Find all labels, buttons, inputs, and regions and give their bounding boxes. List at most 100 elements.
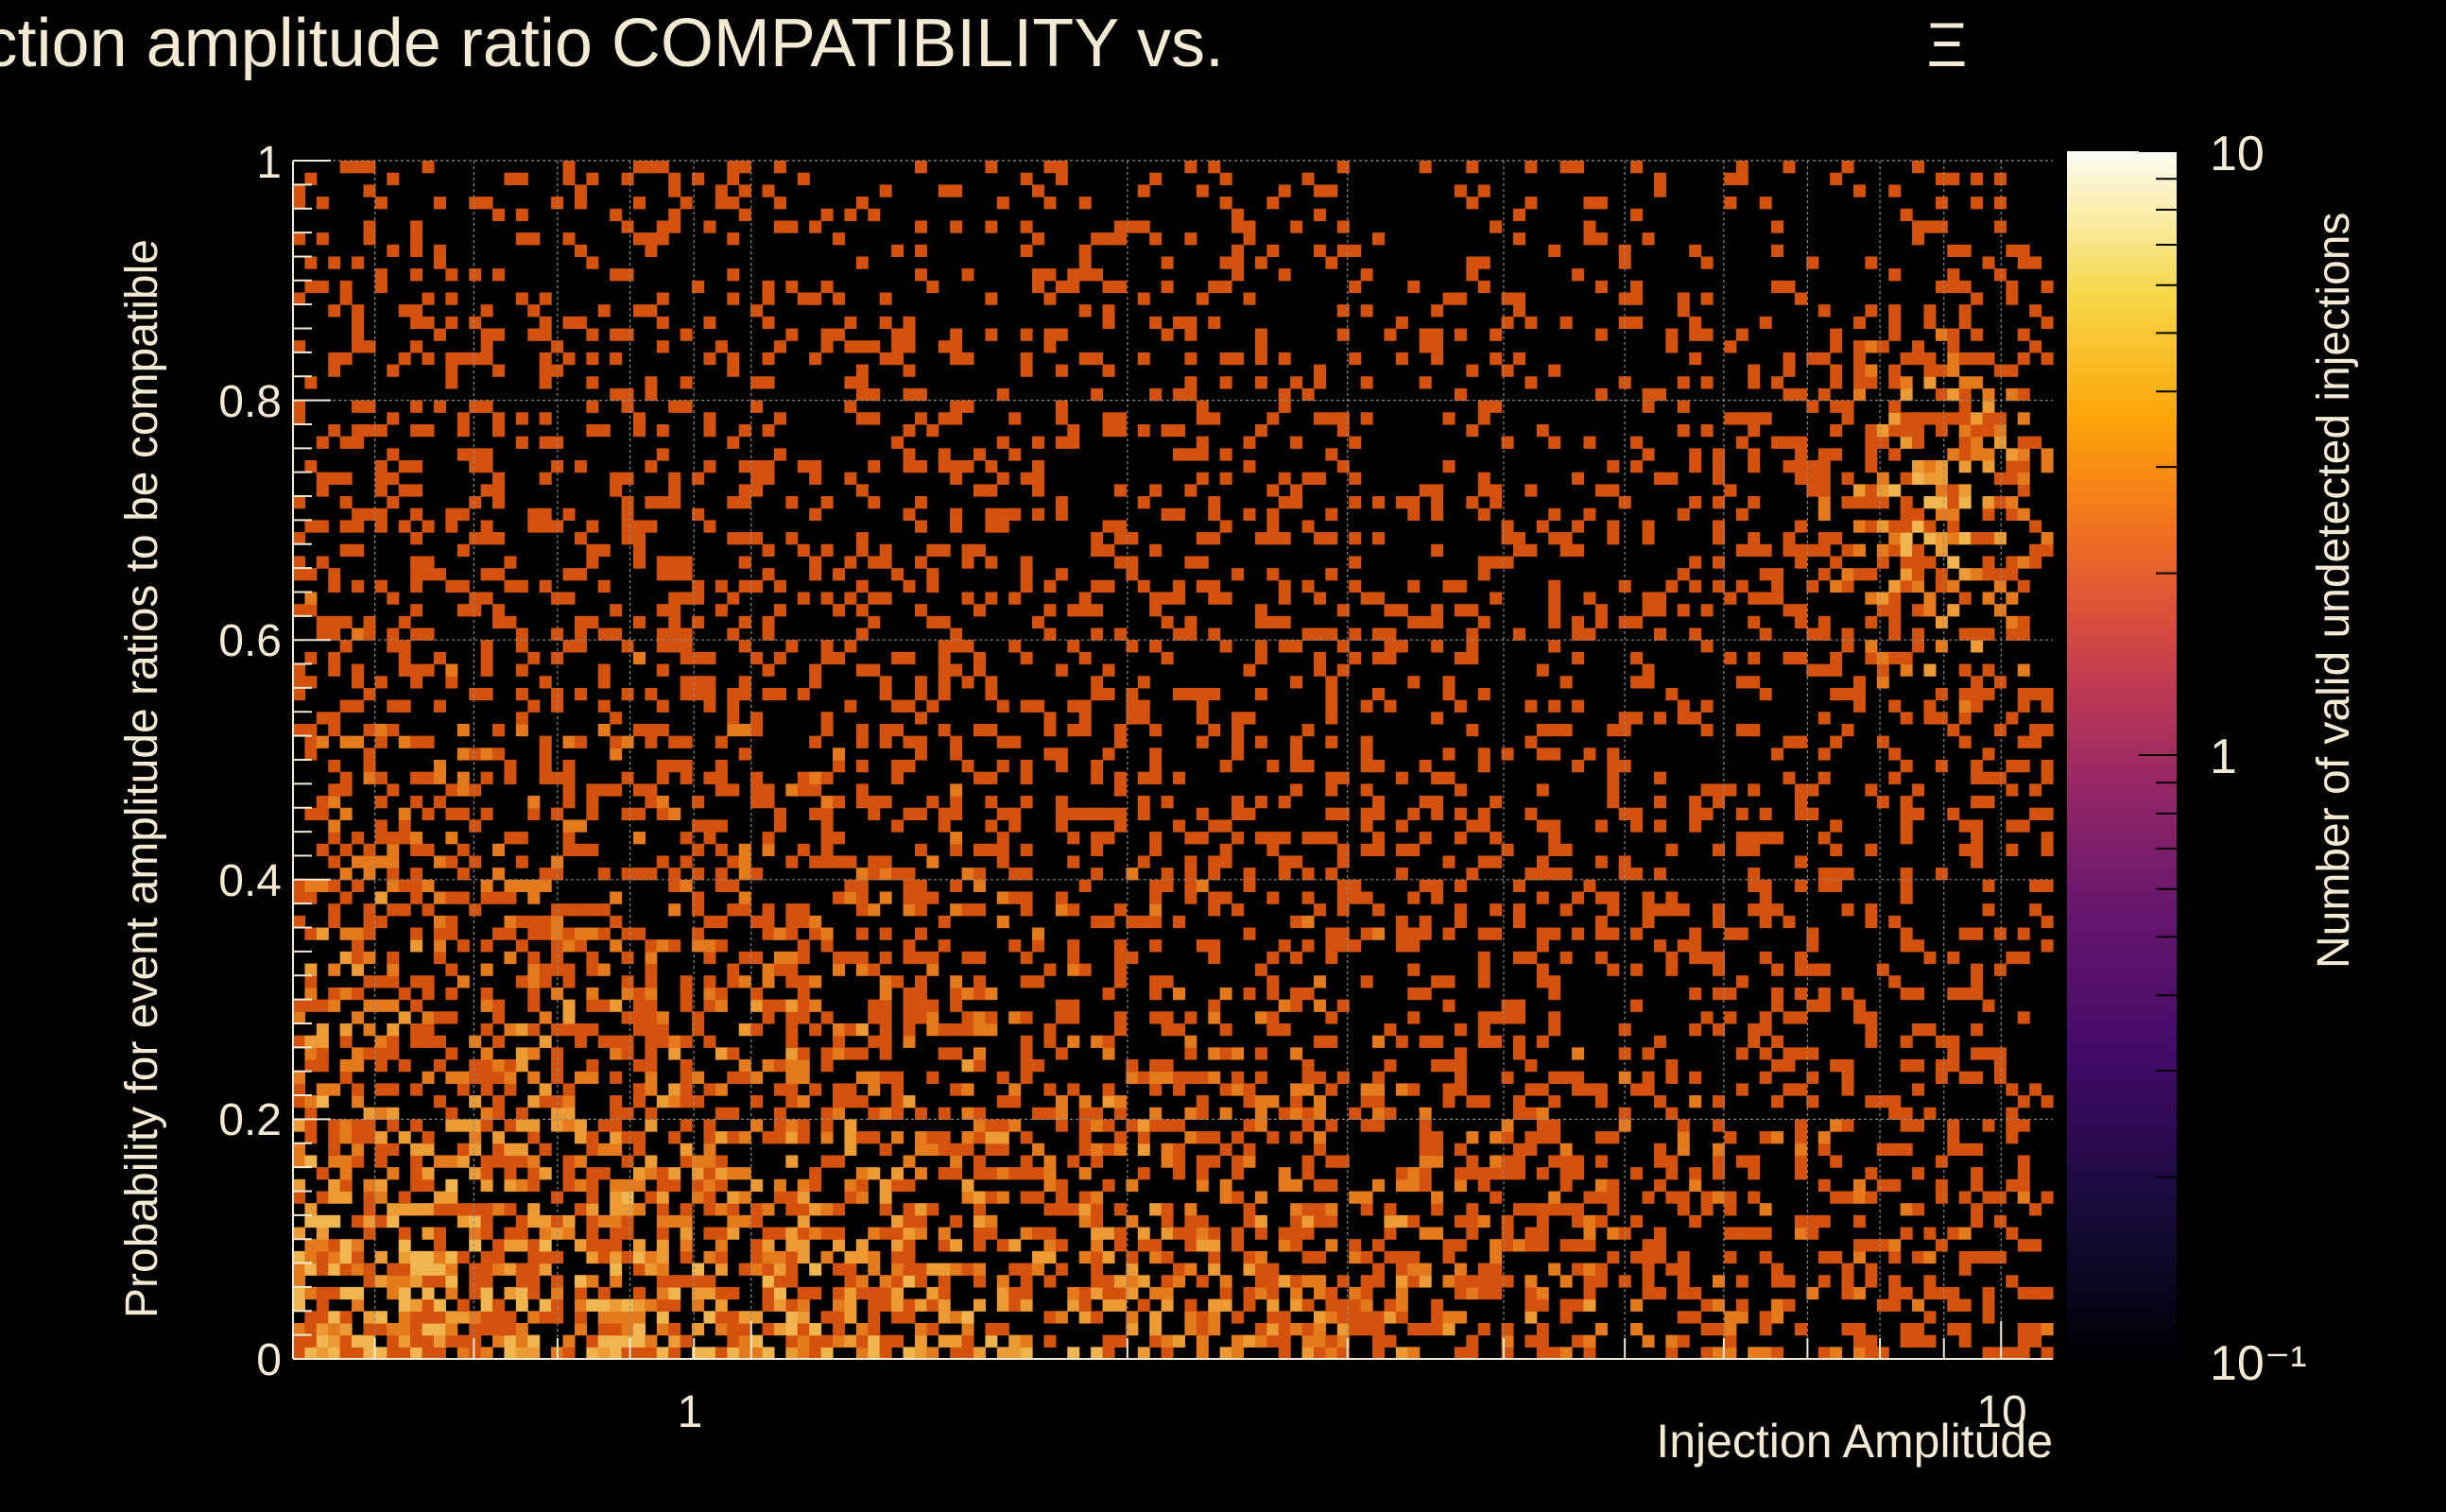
- heatmap-bin: [1454, 699, 1467, 713]
- heatmap-bin: [1665, 1155, 1679, 1168]
- heatmap-bin: [1137, 1131, 1150, 1144]
- heatmap-bin: [504, 1071, 517, 1084]
- heatmap-bin: [610, 1095, 623, 1108]
- heatmap-bin: [938, 1227, 951, 1240]
- heatmap-bin: [1173, 915, 1186, 929]
- heatmap-bin: [316, 1047, 329, 1060]
- heatmap-bin: [797, 1191, 810, 1204]
- heatmap-bin: [715, 1311, 728, 1324]
- heatmap-bin: [433, 891, 446, 904]
- heatmap-bin: [586, 1022, 599, 1037]
- heatmap-bin: [1888, 651, 1902, 665]
- heatmap-bin: [1243, 663, 1256, 677]
- heatmap-bin: [1677, 1203, 1690, 1216]
- heatmap-bin: [1865, 783, 1878, 797]
- heatmap-bin: [1301, 1167, 1315, 1180]
- heatmap-bin: [1208, 903, 1221, 917]
- heatmap-bin: [293, 915, 306, 929]
- heatmap-bin: [680, 735, 693, 748]
- heatmap-bin: [1126, 1250, 1139, 1264]
- heatmap-bin: [621, 1227, 634, 1240]
- heatmap-bin: [527, 699, 541, 713]
- heatmap-bin: [515, 687, 528, 701]
- heatmap-bin: [610, 627, 623, 641]
- heatmap-bin: [914, 220, 927, 233]
- heatmap-bin: [668, 879, 681, 893]
- heatmap-bin: [504, 1227, 517, 1240]
- heatmap-bin: [844, 1022, 857, 1037]
- heatmap-bin: [1372, 796, 1386, 809]
- heatmap-bin: [1325, 184, 1338, 198]
- heatmap-bin: [1067, 951, 1080, 965]
- heatmap-bin: [1102, 807, 1115, 820]
- heatmap-bin: [363, 747, 376, 761]
- heatmap-bin: [515, 1214, 528, 1228]
- heatmap-bin: [820, 651, 834, 665]
- heatmap-bin: [762, 292, 775, 305]
- heatmap-bin: [316, 807, 329, 820]
- heatmap-bin: [527, 1022, 541, 1037]
- heatmap-bin: [1607, 723, 1620, 737]
- heatmap-bin: [480, 1214, 493, 1228]
- heatmap-bin: [445, 1334, 458, 1348]
- heatmap-bin: [539, 760, 552, 773]
- heatmap-bin: [1008, 807, 1022, 820]
- heatmap-bin: [1806, 460, 1819, 473]
- heatmap-bin: [950, 747, 963, 761]
- heatmap-bin: [891, 1275, 904, 1288]
- heatmap-bin: [1900, 496, 1913, 509]
- heatmap-bin: [1817, 832, 1831, 845]
- heatmap-bin: [304, 987, 318, 1001]
- heatmap-bin: [938, 939, 951, 953]
- heatmap-bin: [597, 723, 611, 737]
- heatmap-bin: [1078, 723, 1092, 737]
- heatmap-bin: [2006, 448, 2019, 461]
- heatmap-bin: [645, 520, 658, 533]
- heatmap-bin: [328, 1083, 341, 1096]
- heatmap-bin: [1653, 627, 1666, 641]
- heatmap-bin: [1232, 244, 1245, 258]
- heatmap-bin: [1971, 676, 1984, 689]
- heatmap-bin: [293, 1083, 306, 1096]
- heatmap-bin: [1947, 520, 1960, 533]
- heatmap-bin: [515, 855, 528, 868]
- heatmap-bin: [422, 1298, 435, 1312]
- heatmap-bin: [855, 663, 869, 677]
- heatmap-bin: [645, 1250, 658, 1264]
- heatmap-bin: [1724, 651, 1737, 665]
- heatmap-bin: [703, 520, 716, 533]
- heatmap-bin: [773, 197, 786, 210]
- heatmap-bin: [868, 1347, 881, 1360]
- heatmap-bin: [1665, 963, 1679, 976]
- heatmap-bin: [1642, 663, 1655, 677]
- heatmap-bin: [1794, 1214, 1807, 1228]
- heatmap-bin: [1806, 663, 1819, 677]
- heatmap-bin: [422, 1311, 435, 1324]
- heatmap-bin: [1713, 1119, 1726, 1132]
- heatmap-bin: [1208, 723, 1221, 737]
- heatmap-bin: [352, 1334, 365, 1348]
- heatmap-bin: [480, 1322, 493, 1336]
- heatmap-bin: [1149, 1311, 1163, 1324]
- heatmap-bin: [433, 939, 446, 953]
- heatmap-bin: [363, 1119, 376, 1132]
- heatmap-bin: [1982, 423, 1995, 438]
- heatmap-bin: [1982, 448, 1995, 461]
- heatmap-bin: [868, 496, 881, 509]
- heatmap-bin: [527, 651, 541, 665]
- heatmap-bin: [891, 1214, 904, 1228]
- heatmap-bin: [961, 1334, 974, 1348]
- colorbar-ticks: [2139, 150, 2177, 1178]
- heatmap-bin: [833, 328, 846, 341]
- heatmap-bin: [1735, 172, 1748, 185]
- heatmap-bin: [1713, 1191, 1726, 1204]
- heatmap-bin: [879, 292, 892, 305]
- heatmap-bin: [328, 1311, 341, 1324]
- heatmap-bin: [316, 796, 329, 809]
- heatmap-bin: [551, 1191, 564, 1204]
- heatmap-bin: [586, 1071, 599, 1084]
- heatmap-bin: [469, 1167, 482, 1180]
- heatmap-bin: [868, 1107, 881, 1120]
- heatmap-bin: [398, 987, 411, 1001]
- heatmap-bin: [398, 735, 411, 748]
